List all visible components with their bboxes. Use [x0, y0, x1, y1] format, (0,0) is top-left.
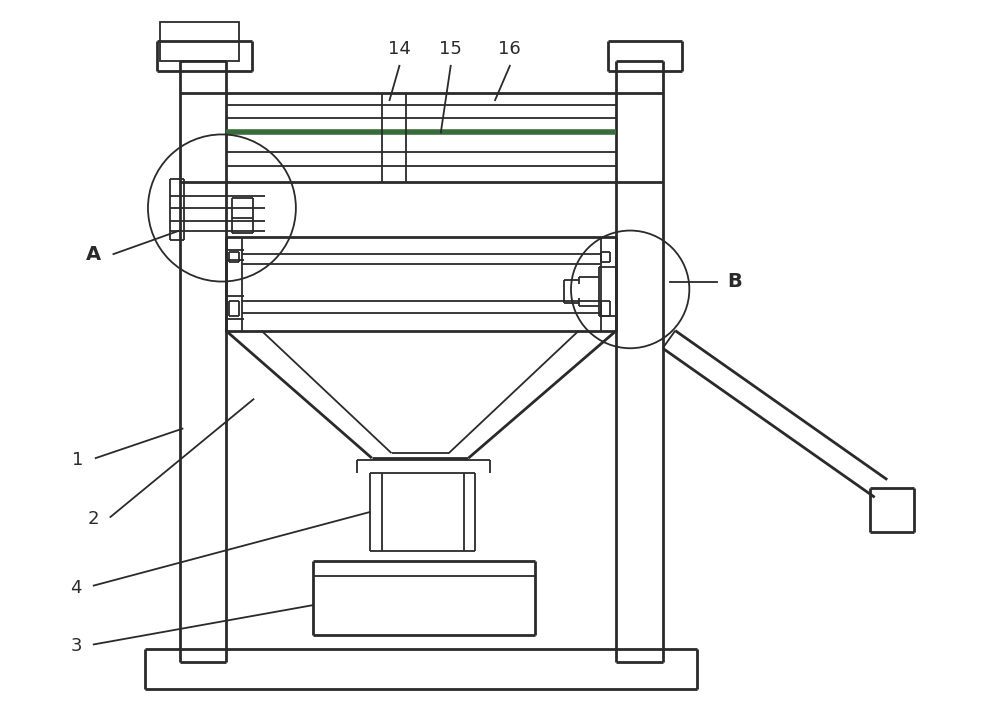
- Text: 15: 15: [439, 40, 462, 58]
- Text: 2: 2: [87, 510, 99, 528]
- Text: 16: 16: [498, 40, 521, 58]
- Text: B: B: [727, 272, 742, 291]
- Text: 14: 14: [388, 40, 411, 58]
- Text: A: A: [86, 244, 101, 264]
- Text: 1: 1: [72, 451, 84, 469]
- Bar: [160, 22, 239, 61]
- Text: 4: 4: [70, 578, 82, 596]
- Text: 3: 3: [70, 637, 82, 655]
